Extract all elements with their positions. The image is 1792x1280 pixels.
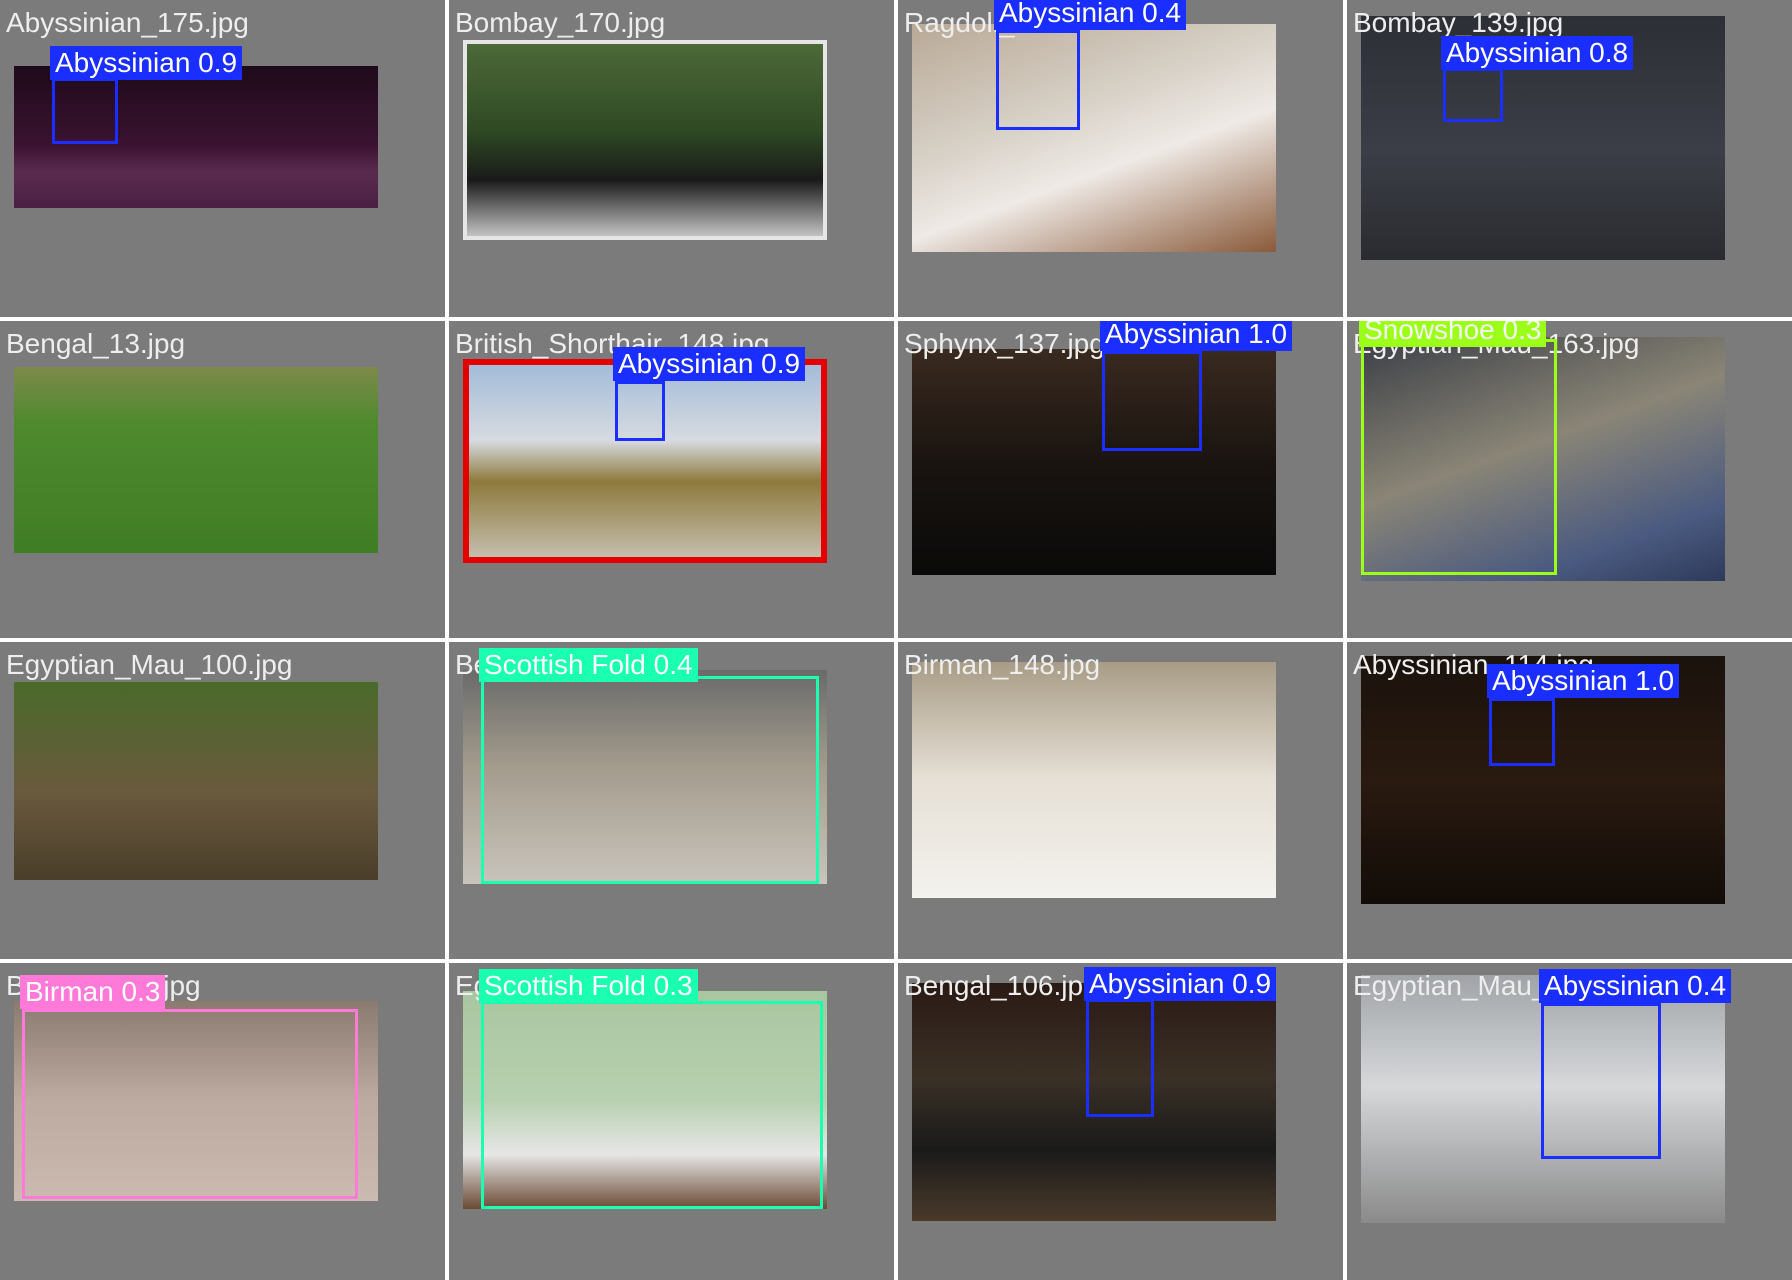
bounding-box xyxy=(22,1009,358,1199)
cat-photo xyxy=(14,1001,378,1201)
image-filename: Egyptian_Mau_ xyxy=(1353,970,1548,1001)
cat-photo xyxy=(1361,337,1725,581)
detection-label: Abyssinian 0.9 xyxy=(613,347,806,381)
bounding-box xyxy=(1102,351,1202,451)
detection-tile: Egyptian_Mau_ Abyssinian 0.4 xyxy=(1347,963,1792,1280)
bounding-box xyxy=(1086,999,1154,1117)
detection-tile: Bengal_13.jpg xyxy=(0,321,445,638)
bounding-box xyxy=(1443,68,1503,122)
detection-tile: Egyptian_Mau_163.jpgSnowshoe 0.3 xyxy=(1347,321,1792,638)
image-filename: Bengal_106.jpg xyxy=(904,970,1099,1001)
detection-tile: British_Shorthair_148.jpg Abyssinian 0.9 xyxy=(449,321,894,638)
bounding-box xyxy=(1489,698,1555,766)
cat-photo xyxy=(463,40,827,240)
detection-tile: Bengal_140.jpgBirman 0.3 xyxy=(0,963,445,1280)
cat-photo xyxy=(912,349,1276,575)
image-filename: Sphynx_137.jpg xyxy=(904,328,1105,359)
detection-label: Abyssinian 0.9 xyxy=(50,46,243,80)
detection-label: Abyssinian 0.8 xyxy=(1441,36,1634,70)
bounding-box xyxy=(481,1001,823,1209)
detection-tile: Sphynx_137.jpg Abyssinian 1.0 xyxy=(898,321,1343,638)
detection-tile: Abyssinian_114.jpg Abyssinian 1.0 xyxy=(1347,642,1792,959)
bounding-box xyxy=(1541,1003,1661,1159)
bounding-box xyxy=(481,676,819,884)
detection-label: Snowshoe 0.3 xyxy=(1359,321,1547,347)
detection-tile: Eg .jpgScottish Fold 0.3 xyxy=(449,963,894,1280)
cat-photo xyxy=(912,662,1276,898)
cat-photo xyxy=(912,983,1276,1221)
detection-label: Abyssinian 0.4 xyxy=(994,0,1187,30)
bounding-box xyxy=(996,30,1080,130)
detection-tile: Ragdoll_ Abyssinian 0.4 xyxy=(898,0,1343,317)
detection-tile: Egyptian_Mau_100.jpg xyxy=(0,642,445,959)
cat-photo xyxy=(14,367,378,553)
cat-photo xyxy=(14,682,378,880)
detection-tile: Bombay_170.jpg xyxy=(449,0,894,317)
cat-photo xyxy=(463,359,827,563)
detection-tile: Bombay_139.jpg Abyssinian 0.8 xyxy=(1347,0,1792,317)
image-filename: Abyssinian_175.jpg xyxy=(6,7,249,38)
detection-label: Birman 0.3 xyxy=(20,975,166,1009)
cat-photo xyxy=(463,670,827,884)
detection-tile: Birman_148.jpg xyxy=(898,642,1343,959)
detection-label: Abyssinian 1.0 xyxy=(1487,664,1680,698)
image-filename: Bengal_13.jpg xyxy=(6,328,186,359)
detection-tile: Bengal_106.jpg Abyssinian 0.9 xyxy=(898,963,1343,1280)
cat-photo xyxy=(912,24,1276,252)
bounding-box xyxy=(615,381,665,441)
bounding-box xyxy=(52,78,118,144)
image-filename: Bombay_139.jpg xyxy=(1353,7,1564,38)
cat-photo xyxy=(14,66,378,208)
bounding-box xyxy=(1361,339,1557,575)
image-filename: Egyptian_Mau_100.jpg xyxy=(6,649,293,680)
detection-label: Abyssinian 1.0 xyxy=(1100,321,1293,351)
detection-tile: Abyssinian_175.jpg Abyssinian 0.9 xyxy=(0,0,445,317)
detection-label: Scottish Fold 0.3 xyxy=(479,969,698,1003)
detection-label: Abyssinian 0.4 xyxy=(1539,969,1732,1003)
image-filename: Birman_148.jpg xyxy=(904,649,1101,680)
detection-label: Scottish Fold 0.4 xyxy=(479,648,698,682)
detection-label: Abyssinian 0.9 xyxy=(1084,967,1277,1001)
image-filename: Bombay_170.jpg xyxy=(455,7,666,38)
photo-border xyxy=(463,40,827,240)
cat-photo xyxy=(463,991,827,1209)
detection-tile: Be Scottish Fold 0.4 xyxy=(449,642,894,959)
